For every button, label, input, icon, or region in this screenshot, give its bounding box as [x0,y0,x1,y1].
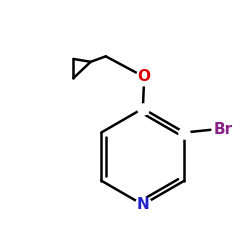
Text: O: O [138,70,151,84]
Text: N: N [136,197,149,212]
Text: Br: Br [214,122,233,137]
